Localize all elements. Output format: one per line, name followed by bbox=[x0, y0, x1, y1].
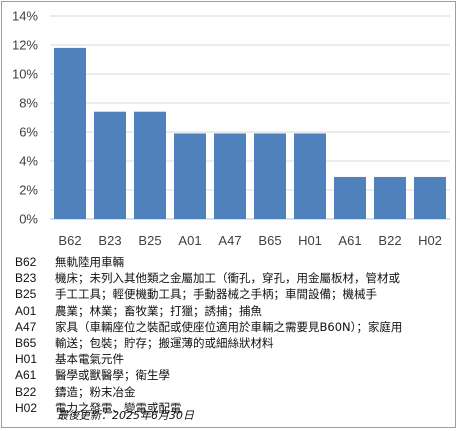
y-tick-label: 8% bbox=[19, 96, 38, 111]
bar-b65 bbox=[254, 133, 286, 219]
x-tick-label: B25 bbox=[138, 233, 161, 248]
legend-description: 電力之發電、變電或配電 bbox=[55, 400, 182, 415]
legend-row: B22 鑄造；粉末冶金 bbox=[15, 384, 453, 400]
x-tick-label: B62 bbox=[58, 233, 81, 248]
legend-code: B23 bbox=[15, 271, 37, 286]
y-tick-label: 2% bbox=[19, 183, 38, 198]
y-tick-label: 10% bbox=[12, 67, 38, 82]
legend-row: B23 機床；未列入其他類之金屬加工（衝孔，穿孔，用金屬板材，管材或 bbox=[15, 270, 453, 286]
y-tick-label: 14% bbox=[12, 9, 38, 24]
bar-chart: 0% 2% 4% 6% 8% 10% 12% 14% B62 B23 B25 A01 A47 B65 H0… bbox=[12, 9, 450, 248]
x-tick-label: B22 bbox=[378, 233, 401, 248]
legend-code: H01 bbox=[15, 352, 38, 367]
legend-code: B62 bbox=[15, 255, 37, 269]
x-tick-label: H02 bbox=[418, 233, 442, 248]
bar-a01 bbox=[174, 133, 206, 219]
legend-description: 無軌陸用車輛 bbox=[55, 255, 124, 269]
legend-code: B65 bbox=[15, 335, 37, 350]
x-tick-label: B23 bbox=[98, 233, 121, 248]
x-tick-label: H01 bbox=[298, 233, 322, 248]
x-tick-label: A47 bbox=[218, 233, 241, 248]
legend-row: B25 手工工具；輕便機動工具；手動器械之手柄；車間設備；機械手 bbox=[15, 286, 453, 302]
legend-description: 手工工具；輕便機動工具；手動器械之手柄；車間設備；機械手 bbox=[55, 287, 377, 302]
legend-row: H01 基本電氣元件 bbox=[15, 351, 453, 367]
bar-b62 bbox=[54, 47, 86, 220]
x-tick-label: A61 bbox=[338, 233, 361, 248]
bar-b22 bbox=[374, 176, 406, 219]
legend-code: A47 bbox=[15, 319, 37, 334]
bar-a61 bbox=[334, 176, 366, 219]
legend-code: A01 bbox=[15, 303, 37, 318]
legend-row: B62 無軌陸用車輛 bbox=[15, 254, 453, 270]
bar-b25 bbox=[134, 111, 166, 219]
bar-series bbox=[54, 47, 446, 220]
legend-code: B25 bbox=[15, 287, 37, 302]
bar-h01 bbox=[294, 133, 326, 219]
x-tick-label: A01 bbox=[178, 233, 201, 248]
y-tick-label: 6% bbox=[19, 125, 38, 140]
y-axis-tick-labels: 0% 2% 4% 6% 8% 10% 12% 14% bbox=[12, 9, 38, 227]
y-tick-label: 12% bbox=[12, 38, 38, 53]
x-tick-label: B65 bbox=[258, 233, 281, 248]
legend-row: A61 醫學或獸醫學；衛生學 bbox=[15, 367, 453, 383]
legend-row: H02 電力之發電、變電或配電 bbox=[15, 400, 453, 416]
legend-description: 醫學或獸醫學；衛生學 bbox=[55, 368, 170, 383]
legend-description: 基本電氣元件 bbox=[55, 352, 124, 367]
legend-row: B65 輸送；包裝；貯存；搬運薄的或細絲狀材料 bbox=[15, 335, 453, 351]
legend-description: 鑄造；粉末冶金 bbox=[55, 384, 136, 399]
bar-b23 bbox=[94, 111, 126, 219]
legend-code: B22 bbox=[15, 384, 37, 399]
legend-description: 機床；未列入其他類之金屬加工（衝孔，穿孔，用金屬板材，管材或 bbox=[55, 271, 400, 286]
legend-row: A01 農業；林業；畜牧業；打獵；誘捕；捕魚 bbox=[15, 303, 453, 319]
legend-description: 輸送；包裝；貯存；搬運薄的或細絲狀材料 bbox=[55, 335, 274, 350]
x-axis-tick-labels: B62 B23 B25 A01 A47 B65 H01 A61 B22 H02 bbox=[58, 233, 442, 248]
y-tick-label: 4% bbox=[19, 154, 38, 169]
legend-description: 農業；林業；畜牧業；打獵；誘捕；捕魚 bbox=[55, 303, 262, 318]
code-legend: B62 無軌陸用車輛 B23 機床；未列入其他類之金屬加工（衝孔，穿孔，用金屬板材，管… bbox=[15, 254, 453, 416]
y-tick-label: 0% bbox=[19, 212, 38, 227]
bar-h02 bbox=[414, 176, 446, 219]
legend-code: A61 bbox=[15, 368, 37, 383]
legend-row: A47 家具（車輛座位之裝配或使座位適用於車輛之需要見B60N）；家庭用 bbox=[15, 319, 453, 335]
legend-code: H02 bbox=[15, 400, 38, 415]
legend-description: 家具（車輛座位之裝配或使座位適用於車輛之需要見B60N）；家庭用 bbox=[55, 319, 403, 334]
last-updated-note: 最後更新：2025年6月30日 bbox=[57, 409, 194, 422]
bar-a47 bbox=[214, 133, 246, 219]
